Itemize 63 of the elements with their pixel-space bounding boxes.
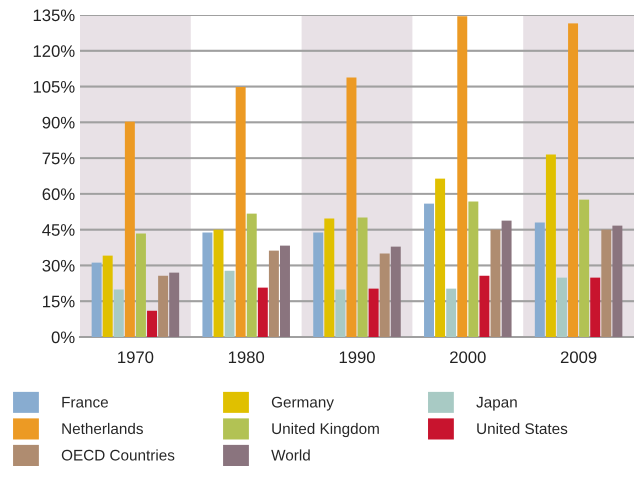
y-tick-label: 90% [42,116,75,129]
bar [313,232,324,337]
x-tick-label: 1990 [340,351,375,364]
bar [102,256,113,337]
bar [202,232,212,337]
bar [368,288,379,337]
bar [579,200,590,337]
bar [612,226,622,337]
bar [479,276,490,337]
y-tick-label: 135% [34,9,75,22]
legend-label: Netherlands [62,422,143,434]
legend-label: OECD Countries [62,449,174,461]
bar [268,250,279,337]
bar [147,310,158,337]
bar [446,288,456,337]
bar [124,122,135,337]
legend-label: Japan [476,396,517,411]
bar [546,154,556,337]
legend-label: Germany [272,396,334,411]
bar [601,230,612,337]
bar [380,254,390,337]
bar [534,222,545,337]
bar [92,262,102,337]
legend-label: France [62,396,108,408]
bar [136,233,146,337]
bar [236,87,246,337]
y-tick-label: 105% [34,80,75,93]
x-tick-label: 2009 [560,351,596,364]
legend-label: World [271,449,310,461]
bar [114,290,124,337]
bar [390,246,401,337]
bar [490,230,500,337]
bar [435,178,446,337]
bar [590,278,600,337]
bar [158,276,168,337]
bar [346,77,356,337]
bar [246,214,257,337]
bar [169,272,180,337]
bar [502,220,512,337]
y-tick-label: 60% [42,188,75,200]
x-tick-label: 1970 [118,351,154,364]
bar [568,23,578,337]
y-tick-label: 30% [42,260,75,272]
bar [214,230,224,337]
legend-label: United Kingdom [272,422,379,438]
y-tick-label: 120% [34,45,75,57]
bar [324,218,334,337]
x-tick-label: 2000 [450,351,486,364]
bar [556,278,567,337]
legend-label: United States [477,422,568,434]
bar [468,202,478,337]
bar [424,204,434,337]
bar [224,270,235,337]
y-tick-label: 15% [43,296,75,308]
y-tick-label: 75% [42,152,75,164]
bar [280,246,290,337]
bar [358,218,368,337]
y-tick-label: 45% [42,224,75,236]
y-tick-label: 0% [52,331,75,344]
bar [258,288,268,337]
bar [335,290,346,337]
x-tick-label: 1980 [228,351,264,364]
bar [457,16,468,337]
